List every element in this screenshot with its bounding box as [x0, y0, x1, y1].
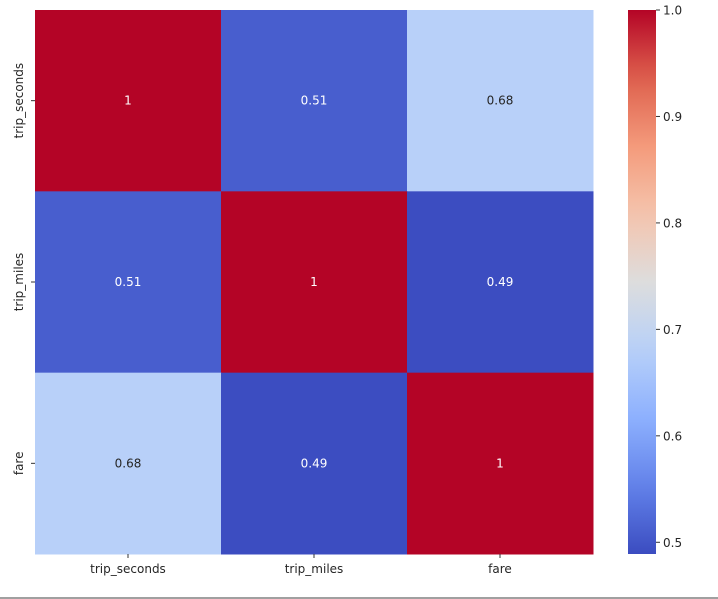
x-axis: trip_seconds trip_miles fare — [90, 554, 512, 576]
colorbar-gradient — [628, 10, 656, 554]
x-tick-label: trip_seconds — [90, 562, 166, 576]
cell-annotation: 1 — [496, 456, 504, 470]
cell-annotation: 0.51 — [115, 275, 142, 289]
colorbar-tick-label: 0.6 — [663, 429, 682, 443]
cell-annotation: 0.68 — [115, 456, 142, 470]
colorbar-tick-label: 0.9 — [663, 110, 682, 124]
heatmap-cell — [35, 191, 222, 374]
y-tick-label: trip_seconds — [12, 63, 26, 139]
heatmap-cell — [407, 191, 594, 374]
cell-annotation: 0.51 — [301, 94, 328, 108]
y-tick-label: trip_miles — [12, 253, 26, 312]
heatmap-cell — [35, 10, 222, 192]
colorbar-tick-label: 0.8 — [663, 216, 682, 230]
cell-annotation: 1 — [124, 94, 132, 108]
heatmap-cells: 1 0.51 0.68 0.51 1 0.49 0.68 0.49 1 — [35, 10, 594, 555]
colorbar-tick-label: 1.0 — [663, 4, 682, 18]
colorbar-tick-label: 0.7 — [663, 323, 682, 337]
heatmap-cell — [35, 372, 222, 555]
heatmap-cell — [407, 10, 594, 192]
colorbar-tick-label: 0.5 — [663, 536, 682, 550]
x-tick-label: fare — [488, 562, 512, 576]
cell-annotation: 0.49 — [487, 275, 514, 289]
heatmap-cell — [221, 10, 408, 192]
cell-annotation: 0.49 — [301, 456, 328, 470]
y-tick-label: fare — [12, 452, 26, 476]
x-tick-label: trip_miles — [285, 562, 344, 576]
heatmap-cell — [407, 372, 594, 555]
cell-annotation: 0.68 — [487, 94, 514, 108]
cell-annotation: 1 — [310, 275, 318, 289]
heatmap-cell — [221, 372, 408, 555]
heatmap-cell — [221, 191, 408, 374]
colorbar: 0.5 0.6 0.7 0.8 0.9 1.0 — [628, 4, 682, 554]
output-divider — [0, 597, 718, 599]
